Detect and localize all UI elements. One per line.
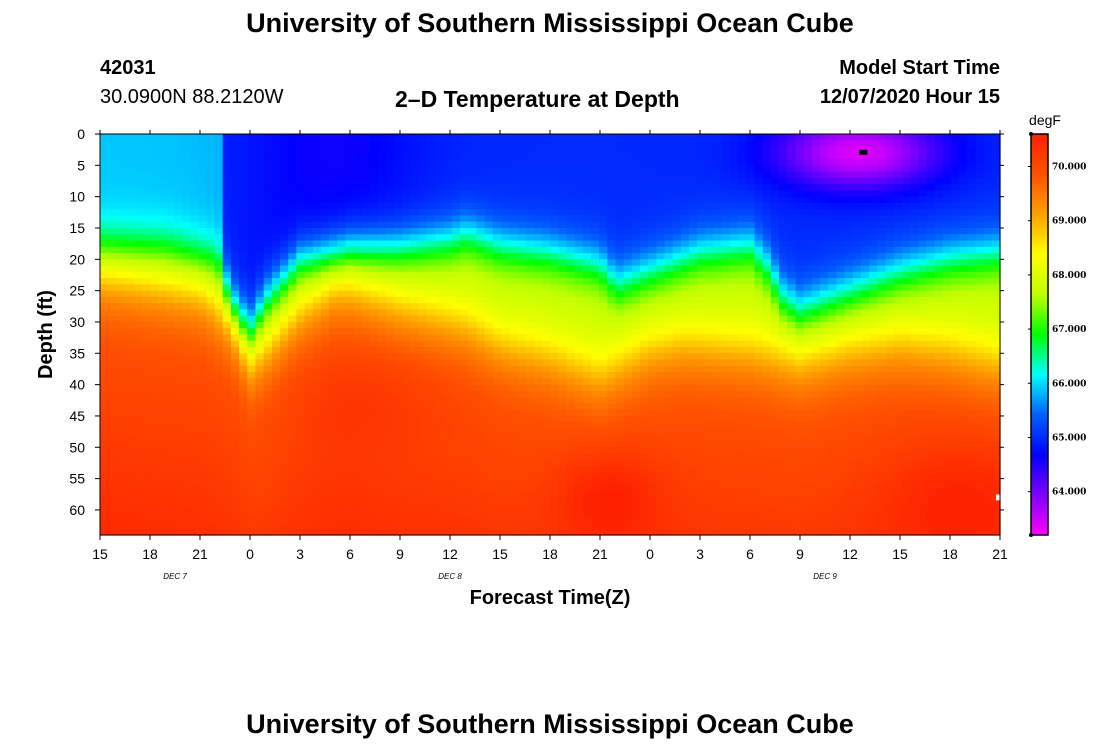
x-tick-label: 0	[646, 546, 654, 562]
colorbar-end-dot	[1029, 132, 1033, 136]
y-axis-label: Depth (ft)	[35, 290, 57, 379]
colorbar-tick-label: 69.000	[1052, 217, 1086, 227]
y-tick-label: 55	[69, 471, 85, 487]
x-tick-label: 9	[796, 546, 804, 562]
colorbar-tick-label: 70.000	[1052, 163, 1086, 173]
station-id: 42031	[100, 57, 156, 79]
x-tick-label: 0	[246, 546, 254, 562]
date-label: DEC 9	[813, 572, 837, 581]
colorbar-tick-label: 66.000	[1052, 379, 1086, 389]
page-title: University of Southern Mississippi Ocean…	[246, 8, 854, 38]
x-tick-label: 6	[346, 546, 354, 562]
y-tick-label: 50	[69, 439, 85, 455]
x-tick-label: 6	[746, 546, 754, 562]
plot-title: 2–D Temperature at Depth	[395, 86, 680, 112]
colorbar-tick-label: 68.000	[1052, 271, 1086, 281]
y-tick-label: 0	[77, 126, 85, 142]
y-tick-label: 15	[69, 220, 85, 236]
x-tick-label: 18	[942, 546, 958, 562]
y-tick-label: 60	[69, 502, 85, 518]
x-tick-label: 15	[492, 546, 508, 562]
colorbar	[1030, 133, 1049, 536]
x-tick-label: 12	[442, 546, 458, 562]
y-tick-label: 30	[69, 314, 85, 330]
footer-title: University of Southern Mississippi Ocean…	[246, 709, 854, 739]
x-tick-label: 3	[296, 546, 304, 562]
colorbar-end-dot	[1029, 533, 1033, 537]
y-tick-label: 40	[69, 377, 85, 393]
date-label: DEC 7	[163, 572, 187, 581]
x-tick-label: 18	[542, 546, 558, 562]
x-tick-label: 12	[842, 546, 858, 562]
temperature-heatmap	[100, 134, 1001, 536]
y-tick-label: 35	[69, 345, 85, 361]
colorbar-tick-label: 67.000	[1052, 325, 1086, 335]
model-start-label: Model Start Time	[839, 57, 1000, 79]
model-start-value: 12/07/2020 Hour 15	[819, 86, 1000, 108]
x-tick-label: 21	[992, 546, 1008, 562]
x-tick-label: 9	[396, 546, 404, 562]
x-axis-label: Forecast Time(Z)	[470, 587, 631, 609]
y-tick-label: 10	[69, 189, 85, 205]
date-label: DEC 8	[438, 572, 462, 581]
colorbar-tick-label: 65.000	[1052, 433, 1086, 443]
max-marker	[859, 149, 868, 155]
x-tick-label: 21	[592, 546, 608, 562]
min-marker	[996, 494, 1001, 501]
y-tick-label: 45	[69, 408, 85, 424]
colorbar-units: degF	[1029, 112, 1061, 128]
colorbar-tick-label: 64.000	[1052, 488, 1086, 498]
x-tick-label: 18	[142, 546, 158, 562]
y-tick-label: 5	[77, 157, 85, 173]
y-tick-label: 20	[69, 251, 85, 267]
x-tick-label: 15	[92, 546, 108, 562]
x-tick-label: 21	[192, 546, 208, 562]
x-tick-label: 3	[696, 546, 704, 562]
station-coords: 30.0900N 88.2120W	[100, 86, 284, 108]
y-tick-label: 25	[69, 283, 85, 299]
x-tick-label: 15	[892, 546, 908, 562]
